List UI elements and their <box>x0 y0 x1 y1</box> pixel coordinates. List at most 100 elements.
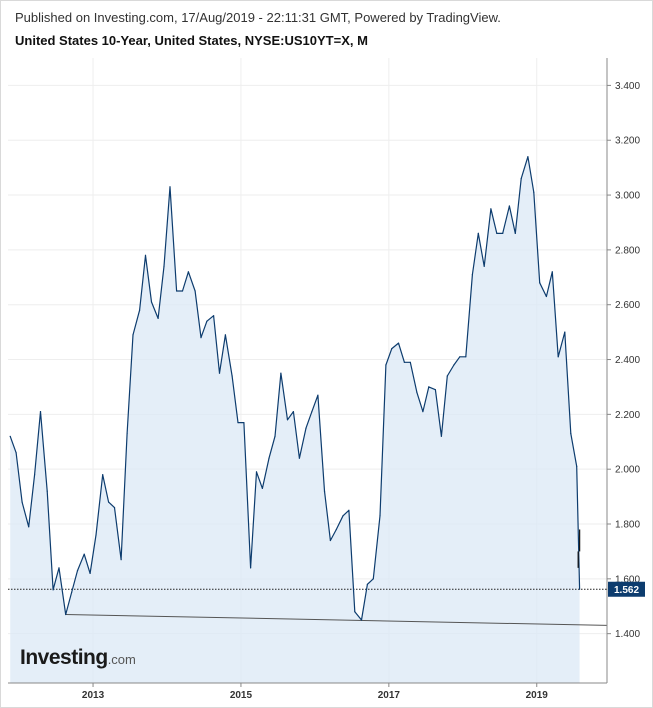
data-point <box>9 435 11 437</box>
series-area <box>10 156 580 683</box>
y-tick-label: 2.600 <box>615 300 640 311</box>
data-point <box>385 364 387 366</box>
data-point <box>416 391 418 393</box>
data-point <box>397 342 400 344</box>
investing-logo: Investing.com <box>20 646 136 670</box>
x-tick-label: 2017 <box>378 690 401 701</box>
data-point <box>108 501 110 503</box>
series-line <box>9 156 581 621</box>
data-point <box>206 320 208 322</box>
data-point <box>52 589 54 591</box>
last-price-label: 1.562 <box>614 585 639 596</box>
data-point <box>268 457 270 459</box>
data-point <box>181 290 184 292</box>
data-point <box>83 553 85 555</box>
data-point <box>564 331 566 333</box>
support-trendline <box>65 613 608 626</box>
data-point <box>58 567 60 569</box>
data-point <box>286 419 289 421</box>
data-point <box>329 539 331 542</box>
data-point <box>434 389 436 391</box>
data-point <box>354 611 356 613</box>
data-point <box>280 372 282 374</box>
data-point <box>372 578 374 580</box>
data-point <box>539 282 541 284</box>
data-point <box>335 528 337 531</box>
data-point <box>520 178 522 180</box>
data-point <box>169 186 171 188</box>
data-point <box>95 534 97 536</box>
data-point <box>76 570 79 572</box>
x-tick-label: 2015 <box>230 690 253 701</box>
data-point <box>224 334 226 336</box>
data-point <box>348 509 350 511</box>
data-point <box>120 559 122 561</box>
data-point <box>46 490 48 492</box>
data-point <box>292 411 294 413</box>
logo-main-text: Investing <box>20 646 108 669</box>
series-line-layer <box>9 156 581 621</box>
data-point <box>576 465 578 467</box>
data-point <box>305 427 307 429</box>
data-point <box>490 208 492 210</box>
data-point <box>71 591 73 594</box>
data-point <box>21 501 23 503</box>
last-price-box <box>608 581 645 597</box>
published-caption: Published on Investing.com, 17/Aug/2019 … <box>15 10 501 25</box>
chart-symbol-title[interactable]: United States 10-Year, United States, NY… <box>15 33 368 48</box>
data-point <box>237 422 239 424</box>
data-point <box>15 452 17 454</box>
area-fill-layer <box>10 156 580 683</box>
data-point <box>113 507 116 509</box>
data-point <box>366 583 368 585</box>
data-point <box>213 315 215 317</box>
data-point <box>274 435 276 437</box>
data-point <box>34 474 36 476</box>
data-point <box>471 274 473 276</box>
data-point <box>496 232 498 234</box>
data-point <box>194 290 196 292</box>
data-point <box>323 490 326 492</box>
data-point <box>132 334 134 336</box>
data-point <box>403 361 405 363</box>
data-point <box>579 588 581 590</box>
x-axis-ticks: 2013 2015 2017 2019 <box>82 683 548 701</box>
y-tick-label: 3.400 <box>615 81 640 92</box>
y-tick-label: 3.000 <box>615 191 640 202</box>
last-price-layer: 1.562 <box>608 581 645 597</box>
data-point <box>200 337 202 339</box>
data-point <box>187 271 189 273</box>
data-point <box>514 232 516 234</box>
data-point <box>126 432 128 435</box>
data-point <box>342 515 344 517</box>
data-point <box>551 271 553 273</box>
x-tick-label: 2019 <box>526 690 549 701</box>
data-point <box>311 411 313 413</box>
logo-suffix-text: .com <box>107 652 136 667</box>
data-point <box>317 394 319 396</box>
data-point <box>150 301 153 303</box>
data-point <box>391 348 393 350</box>
data-point <box>502 232 504 234</box>
data-point <box>379 515 381 517</box>
data-point <box>527 156 529 158</box>
trendline-layer <box>8 588 608 626</box>
y-tick-label: 2.400 <box>615 355 640 366</box>
data-point <box>218 372 221 374</box>
data-point <box>102 474 104 476</box>
data-point <box>360 619 363 621</box>
data-point <box>422 411 424 413</box>
data-point <box>570 432 572 435</box>
data-point <box>409 361 411 363</box>
data-point <box>459 356 461 358</box>
data-point <box>176 290 178 292</box>
x-tick-label: 2013 <box>82 690 105 701</box>
data-point <box>446 375 448 377</box>
data-point <box>231 375 233 377</box>
data-point <box>428 386 430 388</box>
data-point <box>250 567 252 569</box>
data-point <box>157 317 159 319</box>
data-point <box>557 356 559 358</box>
data-point <box>477 232 479 234</box>
